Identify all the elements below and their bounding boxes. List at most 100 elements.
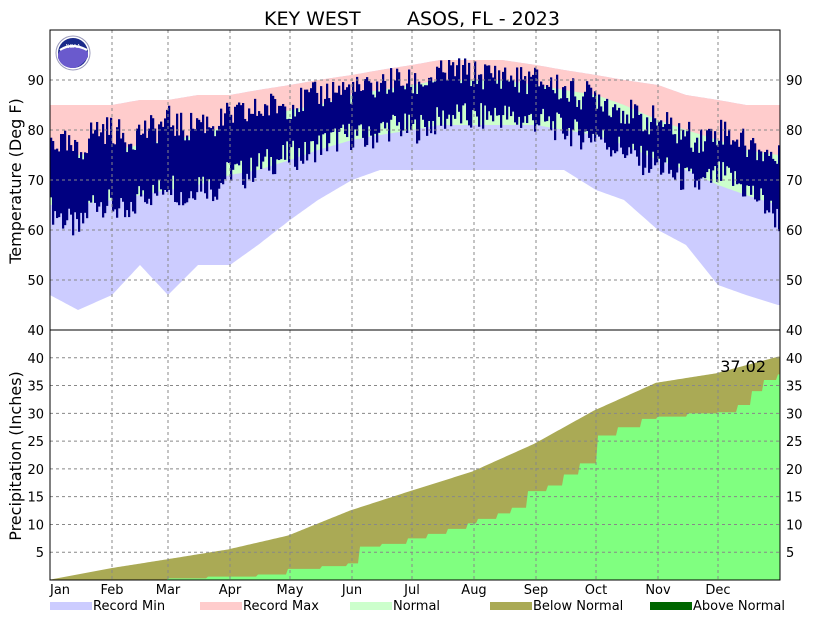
observed-temp-bar xyxy=(158,124,161,180)
observed-temp-bar xyxy=(210,128,213,190)
observed-temp-bar xyxy=(132,149,135,212)
observed-temp-bar xyxy=(232,122,235,170)
observed-temp-bar xyxy=(64,130,67,226)
observed-temp-bar xyxy=(534,67,537,132)
observed-temp-bar xyxy=(750,140,753,195)
observed-temp-bar xyxy=(704,141,707,179)
observed-temp-bar xyxy=(392,92,395,115)
observed-temp-bar xyxy=(296,108,299,170)
observed-temp-bar xyxy=(384,80,387,129)
observed-temp-bar xyxy=(522,79,525,123)
observed-temp-bar xyxy=(58,151,61,218)
observed-temp-bar xyxy=(198,119,201,178)
legend-label: Below Normal xyxy=(533,599,623,614)
temp-tick-label-left: 90 xyxy=(27,74,44,89)
observed-temp-bar xyxy=(418,81,421,141)
observed-temp-bar xyxy=(52,141,55,225)
observed-temp-bar xyxy=(136,128,139,195)
observed-temp-bar xyxy=(90,122,93,203)
month-label: Jun xyxy=(341,583,362,598)
precip-tick-label-right: 25 xyxy=(786,435,803,450)
observed-temp-bar xyxy=(510,75,513,117)
observed-temp-bar xyxy=(528,71,531,115)
observed-temp-bar xyxy=(672,134,675,178)
month-label: Nov xyxy=(645,583,671,598)
observed-temp-bar xyxy=(650,122,653,169)
observed-temp-bar xyxy=(752,137,755,186)
observed-temp-bar xyxy=(762,161,765,195)
observed-temp-bar xyxy=(632,118,635,144)
axis-ticks: 40 50 50 60 60 70 70 80 80 90 90 40 5 5 10 10 15 15 20 20 25… xyxy=(27,74,802,598)
observed-temp-bar xyxy=(468,62,471,126)
observed-temp-bar xyxy=(670,117,673,170)
observed-temp-bar xyxy=(682,129,685,190)
month-label: Apr xyxy=(219,583,242,598)
observed-temp-bar xyxy=(338,85,341,132)
observed-temp-bar xyxy=(76,141,79,220)
observed-temp-bar xyxy=(88,138,91,201)
observed-temp-bar xyxy=(556,74,559,113)
observed-temp-bar xyxy=(174,135,177,202)
observed-temp-bar xyxy=(746,157,749,186)
observed-temp-bar xyxy=(484,64,487,106)
observed-temp-bar xyxy=(286,119,289,142)
observed-temp-bar xyxy=(604,101,607,143)
observed-temp-bar xyxy=(512,79,515,112)
observed-temp-bar xyxy=(312,82,315,142)
observed-temp-bar xyxy=(716,145,719,182)
observed-temp-bar xyxy=(598,94,601,137)
observed-temp-bar xyxy=(258,111,261,154)
legend-label: Record Min xyxy=(93,599,165,614)
legend: Record Min Record Max Normal Below Normal Ab… xyxy=(50,599,785,614)
observed-temp-bar xyxy=(126,152,129,211)
observed-temp-bar xyxy=(420,84,423,115)
observed-temp-bar xyxy=(138,124,141,187)
observed-temp-bar xyxy=(462,65,465,106)
observed-temp-bar xyxy=(774,161,777,228)
observed-temp-bar xyxy=(590,87,593,143)
precip-tick-label-left: 35 xyxy=(27,380,44,395)
observed-temp-bar xyxy=(498,70,501,116)
observed-temp-bar xyxy=(298,112,301,149)
observed-temp-bar xyxy=(488,65,491,112)
observed-temp-bar xyxy=(596,108,599,135)
observed-temp-bar xyxy=(176,113,179,203)
temp-tick-label-left: 80 xyxy=(27,124,44,139)
chart-title-station: KEY WEST xyxy=(264,8,361,30)
observed-temp-bar xyxy=(656,125,659,163)
precip-tick-label-right: 40 xyxy=(786,352,803,367)
observed-temp-bar xyxy=(168,105,171,190)
observed-temp-bar xyxy=(466,74,469,121)
observed-temp-bar xyxy=(318,103,321,136)
observed-temp-bar xyxy=(764,152,767,214)
observed-temp-bar xyxy=(460,83,463,124)
observed-temp-bar xyxy=(422,86,425,120)
observed-temp-bar xyxy=(192,128,195,199)
observed-temp-bar xyxy=(694,142,697,188)
observed-temp-bar xyxy=(424,85,427,128)
observed-temp-bar xyxy=(246,121,249,174)
observed-temp-bar xyxy=(772,158,775,214)
observed-temp-bar xyxy=(432,82,435,121)
observed-temp-bar xyxy=(450,65,453,127)
observed-temp-bar xyxy=(436,66,439,108)
observed-temp-bar xyxy=(322,106,325,135)
observed-temp-bar xyxy=(404,89,407,114)
observed-temp-bar xyxy=(768,155,771,213)
observed-temp-bar xyxy=(638,115,641,166)
observed-temp-bar xyxy=(664,124,667,163)
observed-temp-bar xyxy=(452,62,455,116)
observed-temp-bar xyxy=(350,103,353,150)
observed-temp-bar xyxy=(368,81,371,127)
observed-temp-bar xyxy=(540,81,543,115)
temp-tick-label-right: 90 xyxy=(786,74,803,89)
observed-temp-bar xyxy=(410,86,413,131)
observed-temp-bar xyxy=(748,149,751,186)
observed-temp-bar xyxy=(558,99,561,114)
observed-temp-bar xyxy=(506,79,509,120)
observed-temp-bar xyxy=(446,80,449,119)
precip-tick-label-left: 15 xyxy=(27,491,44,506)
observed-temp-bar xyxy=(128,144,131,218)
month-label: Dec xyxy=(705,583,730,598)
observed-temp-bar xyxy=(144,120,147,203)
